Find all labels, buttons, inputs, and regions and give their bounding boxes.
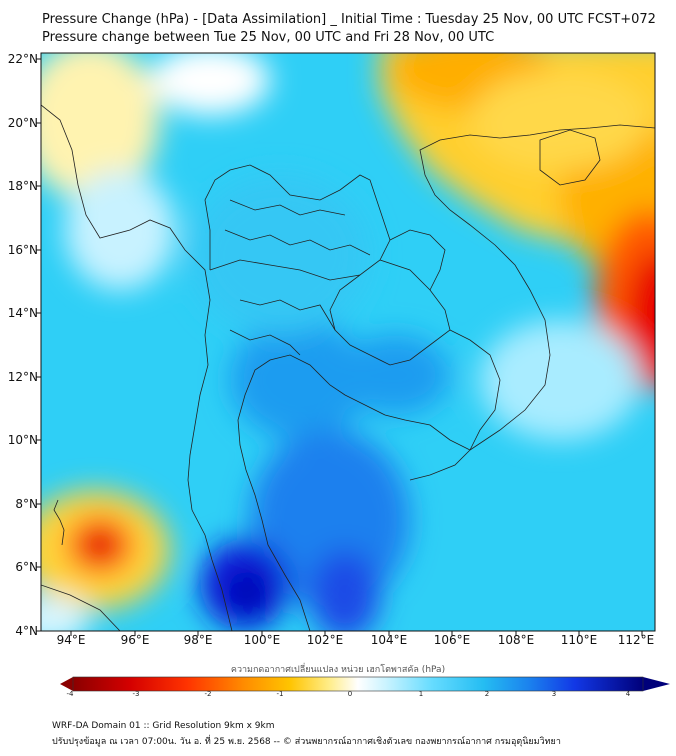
lat-label: 16°N [7, 243, 38, 257]
colorbar-max-arrow [643, 677, 670, 691]
colorbar-tick: -2 [204, 690, 212, 698]
colorbar-tick: 2 [484, 690, 490, 698]
colorbar-tick: -1 [276, 690, 284, 698]
colorbar [60, 676, 670, 692]
lat-label: 20°N [7, 116, 38, 130]
lat-label: 8°N [15, 497, 38, 511]
map-subtitle: Pressure change between Tue 25 Nov, 00 U… [42, 30, 495, 45]
lat-label: 12°N [7, 370, 38, 384]
lon-label: 96°E [120, 633, 150, 647]
colorbar-label: ความกดอากาศเปลี่ยนแปลง หน่วย เฮกโตพาสคัล… [230, 665, 446, 675]
lat-label: 22°N [7, 52, 38, 66]
lon-label: 98°E [183, 633, 213, 647]
lat-label: 10°N [7, 433, 38, 447]
colorbar-gradient [73, 677, 643, 691]
pressure-change-map [36, 52, 670, 692]
colorbar-tick: 0 [347, 690, 353, 698]
lon-label: 106°E [433, 633, 471, 647]
colorbar-tick: -3 [132, 690, 140, 698]
lon-label: 94°E [56, 633, 86, 647]
lon-label: 108°E [497, 633, 535, 647]
lon-label: 112°E [617, 633, 655, 647]
axis-ticks [36, 58, 643, 636]
lat-label: 6°N [15, 560, 38, 574]
colorbar-tick: -4 [66, 690, 74, 698]
footer-update-info: ปรับปรุงข้อมูล ณ เวลา 07:00น. วัน อ. ที่… [52, 737, 561, 747]
pressure-field [41, 53, 655, 631]
colorbar-tick: 4 [625, 690, 631, 698]
lon-label: 102°E [306, 633, 344, 647]
lon-label: 100°E [243, 633, 281, 647]
map-frame [40, 52, 656, 632]
coastlines-and-borders [41, 104, 655, 631]
lat-label: 4°N [15, 624, 38, 638]
colorbar-tick: 1 [418, 690, 424, 698]
colorbar-min-arrow [60, 677, 73, 691]
colorbar-tick: 3 [551, 690, 557, 698]
footer-model-info: WRF-DA Domain 01 :: Grid Resolution 9km … [52, 721, 275, 731]
lon-label: 104°E [370, 633, 408, 647]
lat-label: 18°N [7, 179, 38, 193]
map-title: Pressure Change (hPa) - [Data Assimilati… [42, 12, 656, 27]
lon-label: 110°E [560, 633, 598, 647]
lat-label: 14°N [7, 306, 38, 320]
